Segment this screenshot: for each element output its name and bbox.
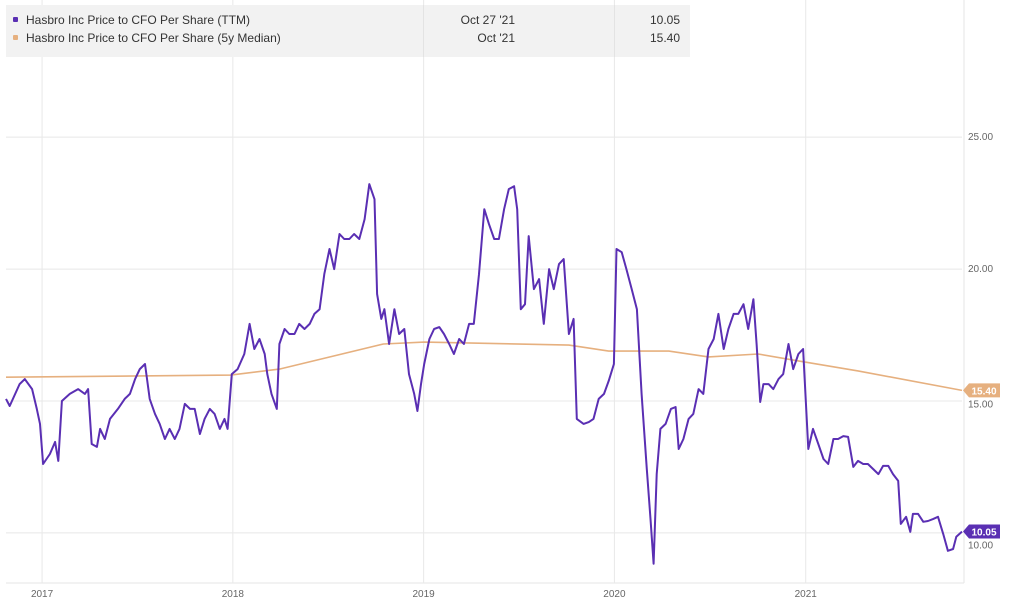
y-tick-label: 15.00 (968, 399, 993, 410)
legend-row-median[interactable]: Hasbro Inc Price to CFO Per Share (5y Me… (6, 29, 690, 47)
ttm-last-value-badge: 10.05 (963, 524, 1000, 539)
legend-series-name: Hasbro Inc Price to CFO Per Share (TTM) (26, 13, 251, 27)
y-tick-label: 10.00 (968, 541, 993, 552)
ttm-series-line (5, 183, 963, 565)
x-tick-label: 2019 (413, 589, 436, 600)
x-tick-label: 2020 (603, 589, 626, 600)
legend-divider (614, 5, 615, 57)
legend-value: 10.05 (649, 13, 680, 27)
badge-value: 15.40 (971, 386, 996, 397)
median-last-value-badge: 15.40 (963, 383, 1000, 398)
series-marker-icon (13, 17, 18, 22)
grid (6, 0, 965, 584)
legend-divider (423, 5, 424, 57)
badge-shape (963, 524, 1000, 539)
y-tick-label: 20.00 (968, 264, 993, 275)
median-series-line (5, 341, 963, 392)
legend-date: Oct '21 (477, 31, 515, 45)
legend-value: 15.40 (649, 31, 680, 45)
legend: Hasbro Inc Price to CFO Per Share (TTM) … (6, 5, 690, 57)
x-tick-label: 2021 (795, 589, 818, 600)
series-lines (5, 183, 963, 565)
badge-shape (963, 383, 1000, 398)
series-marker-icon (13, 35, 18, 40)
legend-row-ttm[interactable]: Hasbro Inc Price to CFO Per Share (TTM) … (6, 11, 690, 29)
y-tick-label: 25.00 (968, 132, 993, 143)
axis-labels: 25.00 20.00 15.00 10.00 2017 2018 2019 2020 2021… (31, 132, 1000, 600)
legend-date: Oct 27 '21 (460, 13, 515, 27)
legend-series-name: Hasbro Inc Price to CFO Per Share (5y Me… (26, 31, 281, 45)
badge-value: 10.05 (971, 528, 996, 539)
x-tick-label: 2018 (222, 589, 245, 600)
x-tick-label: 2017 (31, 589, 54, 600)
